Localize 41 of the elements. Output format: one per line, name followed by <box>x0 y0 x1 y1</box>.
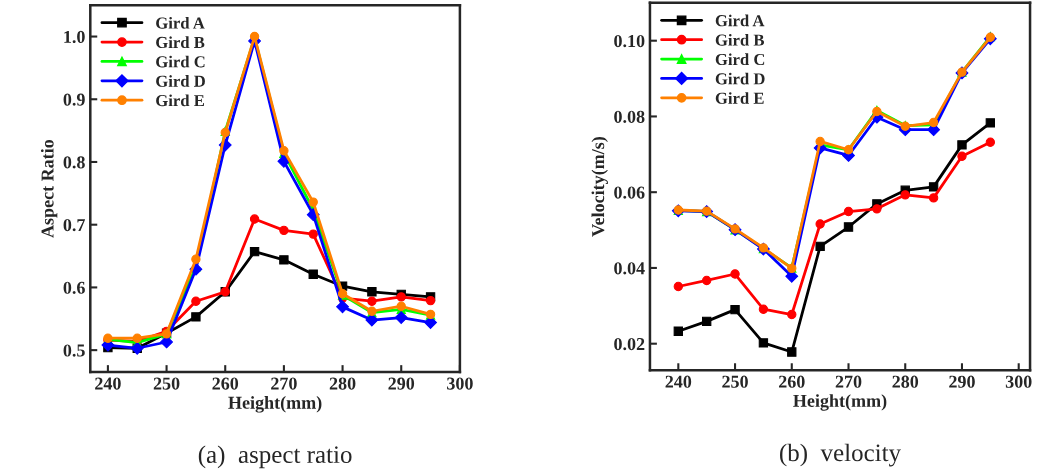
legend-label: Gird D <box>715 72 765 85</box>
x-tick-label: 300 <box>447 377 473 390</box>
x-tick-label: 260 <box>779 375 805 388</box>
y-tick-label: 0.8 <box>63 156 85 169</box>
y-tick-label: 0.5 <box>63 344 85 357</box>
legend-label: Gird B <box>715 33 765 46</box>
legend-label: Gird B <box>156 36 205 49</box>
x-tick-label: 260 <box>212 377 239 390</box>
legend-label: Gird D <box>156 75 205 87</box>
x-tick-label: 280 <box>329 377 356 390</box>
y-tick-label: 0.6 <box>63 281 85 294</box>
x-tick-label: 250 <box>153 377 180 390</box>
x-tick-label: 280 <box>892 375 919 388</box>
legend-label: Gird C <box>156 55 205 68</box>
x-tick-label: 250 <box>722 375 748 388</box>
x-tick-label: 240 <box>95 377 121 390</box>
text: (a) aspect ratio <box>198 445 352 469</box>
x-tick-label: 240 <box>665 375 692 388</box>
x-axis-title: Height(mm) <box>793 394 887 411</box>
y-tick-label: 0.08 <box>614 110 645 123</box>
y-axis-title: Velocity(m/s) <box>591 136 608 237</box>
legend-label: Gird A <box>715 14 765 27</box>
y-tick-label: 0.7 <box>63 218 85 232</box>
y-tick-label: 0.04 <box>614 262 645 275</box>
text: (b) velocity <box>780 443 901 467</box>
y-tick-label: 0.10 <box>614 34 645 48</box>
x-tick-label: 270 <box>271 377 297 390</box>
y-tick-label: 0.02 <box>614 337 645 351</box>
legend-label: Gird E <box>715 92 764 104</box>
x-axis-title: Height(mm) <box>228 396 322 413</box>
x-tick-label: 270 <box>835 375 862 388</box>
y-tick-label: 1.0 <box>64 30 85 44</box>
y-tick-label: 0.9 <box>63 93 85 106</box>
legend-label: Gird C <box>715 53 765 66</box>
x-tick-label: 290 <box>949 375 975 388</box>
y-tick-label: 0.06 <box>614 186 645 199</box>
legend-label: Gird E <box>156 94 204 107</box>
legend-label: Gird A <box>156 16 205 29</box>
x-tick-label: 290 <box>388 377 415 390</box>
y-axis-title: Aspect Ratio <box>40 139 58 238</box>
x-tick-label: 300 <box>1005 375 1032 388</box>
